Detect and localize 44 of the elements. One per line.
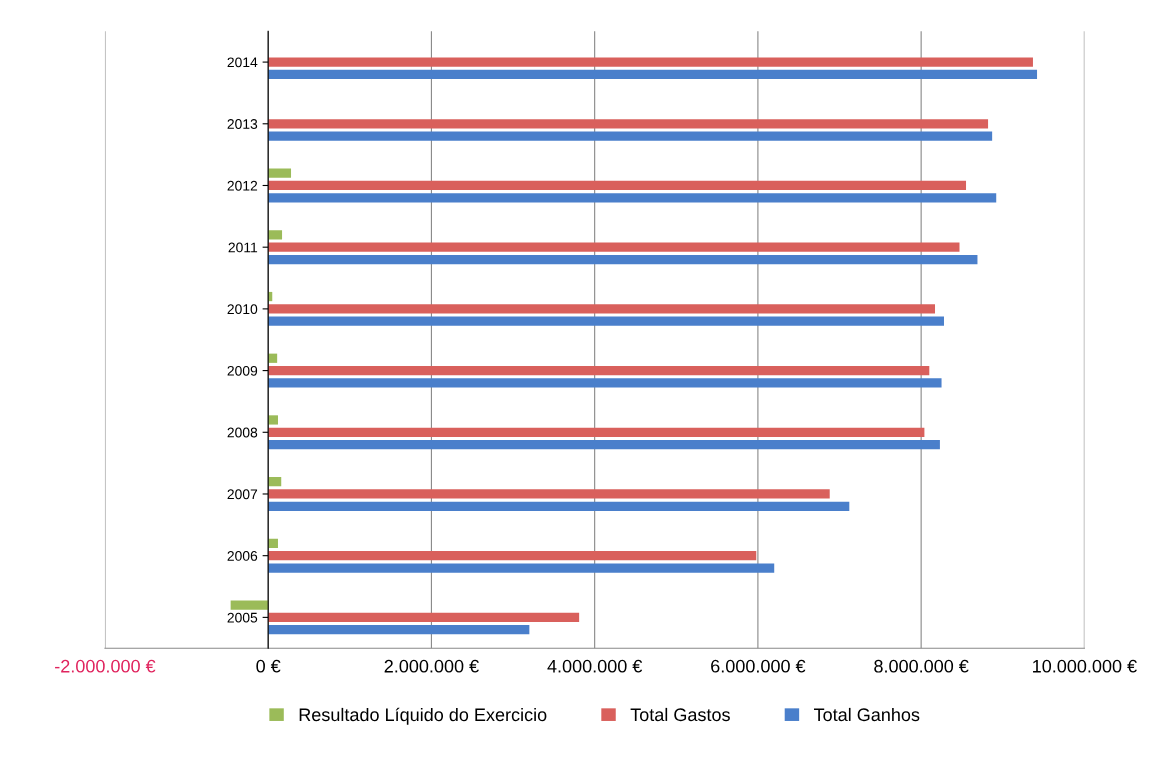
x-tick-label: 10.000.000 €	[1033, 659, 1137, 673]
bar	[268, 501, 850, 511]
bar	[268, 415, 278, 425]
bar	[268, 57, 1033, 67]
bar	[268, 365, 930, 376]
bar	[268, 230, 283, 240]
y-tick-label: 2007	[227, 489, 258, 500]
x-tick-label: 0 €	[256, 659, 281, 673]
legend-label: Total Gastos	[630, 707, 730, 722]
bar	[268, 625, 530, 635]
y-tick-label: 2008	[227, 427, 258, 438]
bar	[268, 131, 993, 141]
y-tick-label: 2006	[227, 551, 258, 561]
bar	[230, 600, 269, 610]
x-tick-label: -2.000.000 €	[55, 659, 156, 673]
bar	[268, 242, 960, 252]
bar	[268, 304, 936, 314]
bar	[268, 612, 580, 623]
y-tick-label: 2009	[227, 365, 258, 376]
x-tick-label: 6.000.000 €	[711, 659, 806, 673]
y-tick-label: 2013	[227, 119, 258, 129]
bar	[268, 180, 967, 191]
bar	[268, 563, 775, 573]
y-tick-label: 2011	[228, 242, 258, 253]
x-tick-label: 4.000.000 €	[547, 659, 643, 673]
bar	[268, 427, 925, 437]
y-tick-label: 2005	[227, 612, 258, 623]
bar	[268, 551, 757, 561]
bar	[268, 119, 989, 129]
y-tick-label: 2010	[227, 304, 258, 315]
bar	[268, 378, 942, 388]
bar	[268, 440, 940, 450]
bar	[268, 254, 978, 265]
y-tick-label: 2014	[227, 57, 258, 68]
x-tick-label: 8.000.000 €	[874, 659, 969, 673]
bar	[268, 168, 292, 178]
bar	[268, 489, 830, 499]
legend-label: Total Ganhos	[814, 707, 920, 722]
legend-label: Resultado Líquido do Exercicio	[299, 707, 547, 725]
y-tick-label: 2012	[227, 180, 258, 191]
bar	[268, 316, 944, 326]
x-tick-label: 2.000.000 €	[384, 659, 479, 673]
bar	[268, 193, 997, 203]
bar	[268, 69, 1038, 80]
